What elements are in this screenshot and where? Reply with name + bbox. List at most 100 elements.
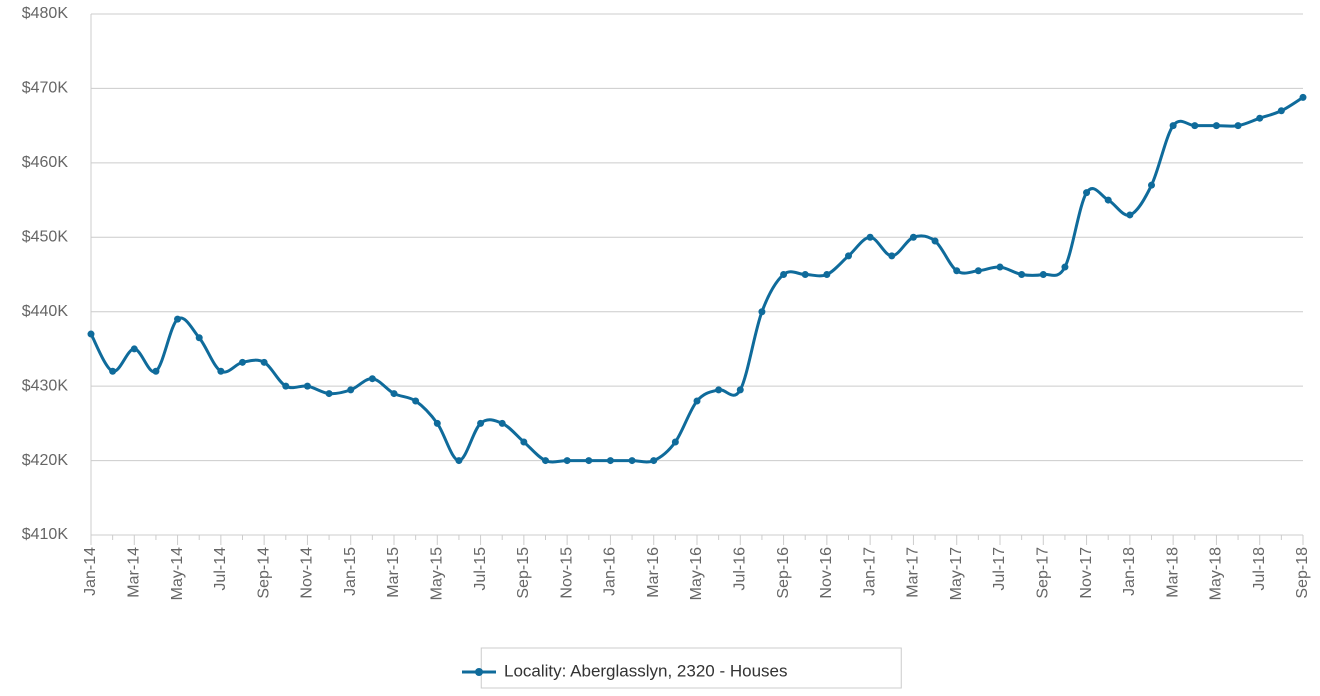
y-tick-label: $410K (22, 526, 69, 543)
point (606, 457, 614, 465)
point (239, 358, 246, 366)
point (347, 386, 355, 394)
x-tick-label: Mar-17 (905, 547, 922, 598)
point (801, 271, 809, 278)
point (303, 382, 311, 390)
point (845, 252, 852, 260)
x-tick-label: May-14 (169, 547, 186, 600)
point (628, 457, 636, 465)
y-tick-label: $440K (22, 303, 69, 320)
point (1212, 122, 1220, 130)
point (650, 457, 658, 465)
point (368, 375, 376, 383)
y-tick-label: $460K (22, 154, 69, 171)
x-tick-label: Jan-15 (342, 547, 359, 596)
point (563, 457, 571, 465)
x-tick-label: Jul-18 (1251, 547, 1268, 591)
point (1299, 93, 1307, 101)
point (866, 233, 874, 241)
point (174, 315, 182, 323)
point (736, 386, 744, 394)
x-tick-label: Sep-14 (255, 547, 272, 599)
x-tick-label: Sep-17 (1035, 547, 1052, 599)
legend-dot (475, 668, 483, 676)
x-tick-label: Nov-14 (299, 547, 316, 599)
point (909, 233, 917, 241)
point (953, 267, 961, 275)
x-tick-label: Mar-14 (126, 547, 143, 598)
x-tick-label: Nov-15 (558, 547, 575, 599)
point (87, 330, 95, 338)
point (282, 382, 290, 390)
point (780, 271, 788, 278)
x-tick-label: Jan-18 (1121, 547, 1138, 596)
x-tick-label: Jul-14 (212, 547, 229, 591)
x-tick-label: Jan-16 (602, 547, 619, 596)
point (542, 457, 549, 465)
point (260, 358, 268, 366)
point (390, 390, 398, 398)
point (217, 367, 225, 375)
x-tick-label: Jan-17 (861, 547, 878, 596)
point (974, 267, 982, 275)
x-tick-label: Sep-15 (515, 547, 532, 599)
y-tick-label: $450K (22, 229, 69, 246)
x-tick-label: May-18 (1208, 547, 1225, 600)
y-tick-label: $430K (22, 377, 69, 394)
point (498, 419, 506, 427)
x-tick-label: Jul-16 (732, 547, 749, 591)
x-tick-label: Nov-17 (1078, 547, 1095, 599)
point (758, 308, 766, 316)
point (195, 334, 203, 342)
point (109, 367, 117, 375)
point (1061, 263, 1069, 271)
point (1169, 122, 1177, 130)
point (585, 457, 593, 465)
point (888, 252, 896, 260)
x-tick-label: Mar-15 (385, 547, 402, 598)
x-tick-label: Jul-17 (991, 547, 1008, 591)
point (1126, 211, 1134, 219)
point (433, 419, 441, 427)
point (823, 271, 831, 278)
point (325, 390, 333, 398)
y-tick-label: $420K (22, 452, 69, 469)
x-tick-label: Sep-18 (1294, 547, 1311, 599)
x-tick-label: May-16 (688, 547, 705, 600)
point (520, 438, 528, 446)
point (1039, 271, 1047, 278)
point (412, 397, 420, 405)
point (715, 386, 723, 394)
x-tick-label: May-15 (429, 547, 446, 600)
legend-label: Locality: Aberglasslyn, 2320 - Houses (504, 661, 788, 680)
legend-box (480, 647, 902, 689)
point (477, 419, 485, 427)
point (130, 345, 138, 353)
x-tick-label: Nov-16 (818, 547, 835, 599)
point (996, 263, 1004, 271)
x-tick-label: Jul-15 (472, 547, 489, 591)
point (931, 237, 939, 245)
x-tick-label: May-17 (948, 547, 965, 600)
point (1234, 122, 1242, 130)
point (1018, 271, 1026, 278)
point (1148, 181, 1155, 189)
point (671, 438, 679, 446)
y-tick-label: $480K (22, 5, 69, 22)
x-tick-label: Jan-14 (82, 547, 99, 596)
point (1191, 122, 1199, 130)
point (455, 457, 463, 465)
series-line (89, 96, 1304, 464)
point (693, 397, 701, 405)
x-tick-label: Mar-16 (645, 547, 662, 598)
point (152, 367, 160, 375)
point (1083, 189, 1091, 197)
point (1256, 114, 1264, 122)
x-tick-label: Mar-18 (1164, 547, 1181, 598)
y-tick-label: $470K (22, 80, 69, 97)
point (1104, 196, 1112, 204)
x-tick-label: Sep-16 (775, 547, 792, 599)
legend: Locality: Aberglasslyn, 2320 - Houses (462, 647, 902, 689)
point (1277, 107, 1285, 115)
